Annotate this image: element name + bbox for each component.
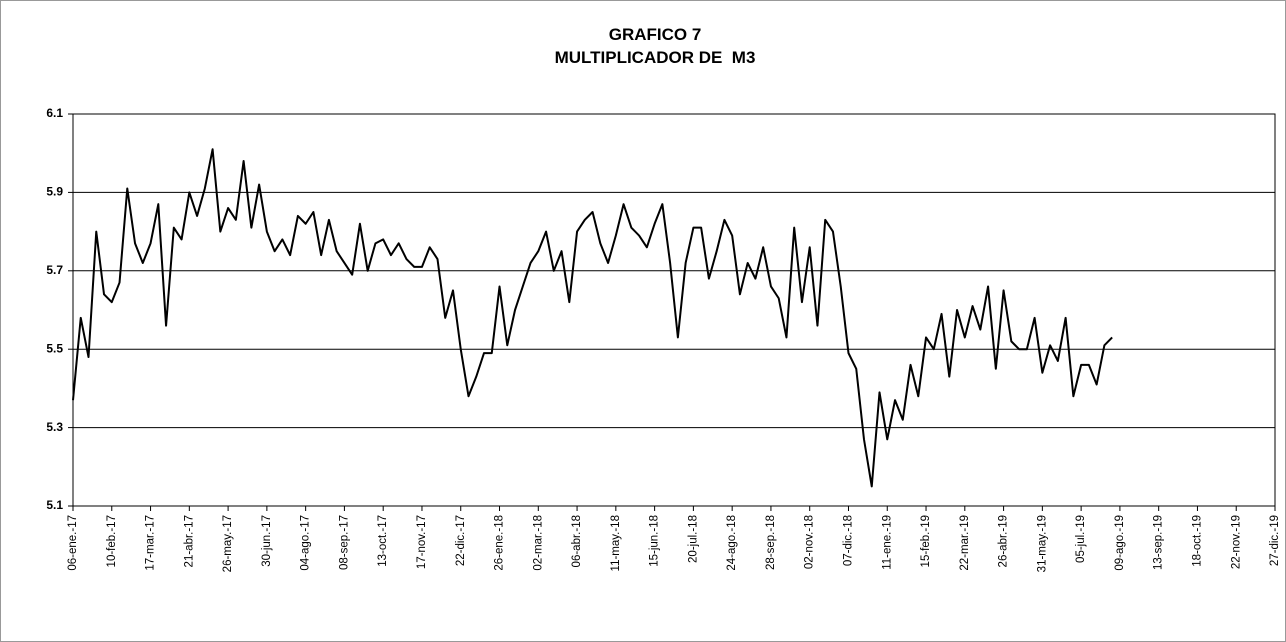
x-tick-label: 18-oct.-19 [1191, 515, 1203, 567]
x-tick-label: 05-jul.-19 [1075, 515, 1087, 563]
x-tick-label: 26-ene.-18 [494, 515, 506, 571]
x-tick-label: 08-sep.-17 [338, 515, 350, 570]
x-tick-label: 02-nov.-18 [804, 515, 816, 569]
y-tick-label: 5.1 [46, 498, 63, 512]
x-tick-label: 22-dic.-17 [455, 515, 467, 566]
y-tick-label: 5.3 [46, 420, 63, 434]
x-tick-label: 17-mar.-17 [145, 515, 157, 571]
x-tick-label: 30-jun.-17 [261, 515, 273, 567]
x-tick-label: 02-mar.-18 [532, 515, 544, 571]
chart-title: GRAFICO 7 [609, 25, 702, 44]
x-tick-label: 26-may.-17 [222, 515, 234, 572]
x-tick-label: 09-ago.-19 [1114, 515, 1126, 571]
x-tick-label: 31-may.-19 [1036, 515, 1048, 572]
x-tick-label: 06-abr.-18 [571, 515, 583, 567]
x-tick-label: 21-abr.-17 [183, 515, 195, 567]
x-tick-label: 15-jun.-18 [649, 515, 661, 567]
x-tick-label: 13-sep.-19 [1153, 515, 1165, 570]
x-tick-label: 22-nov.-19 [1230, 515, 1242, 569]
x-tick-label: 13-oct.-17 [377, 515, 389, 567]
x-tick-label: 11-may.-18 [610, 515, 622, 571]
y-tick-label: 5.7 [46, 263, 63, 277]
x-tick-label: 04-ago.-17 [300, 515, 312, 571]
x-tick-label: 22-mar.-19 [959, 515, 971, 571]
x-tick-label: 26-abr.-19 [998, 515, 1010, 567]
y-tick-label: 6.1 [46, 106, 63, 120]
x-tick-label: 11-ene.-19 [881, 515, 893, 570]
y-tick-label: 5.5 [46, 341, 63, 355]
x-tick-label: 24-ago.-18 [726, 515, 738, 571]
x-tick-label: 06-ene.-17 [67, 515, 79, 571]
data-line [72, 148, 1113, 488]
chart-title: MULTIPLICADOR DE M3 [555, 48, 756, 67]
x-tick-label: 07-dic.-18 [843, 515, 855, 566]
x-tick-label: 20-jul.-18 [687, 515, 699, 563]
x-tick-label: 15-feb.-19 [920, 515, 932, 567]
plot-area [72, 113, 1276, 507]
y-tick-label: 5.9 [46, 185, 63, 199]
x-tick-label: 27-dic.-19 [1269, 515, 1281, 566]
x-tick-label: 10-feb.-17 [106, 515, 118, 567]
x-tick-label: 17-nov.-17 [416, 515, 428, 569]
x-tick-label: 28-sep.-18 [765, 515, 777, 570]
